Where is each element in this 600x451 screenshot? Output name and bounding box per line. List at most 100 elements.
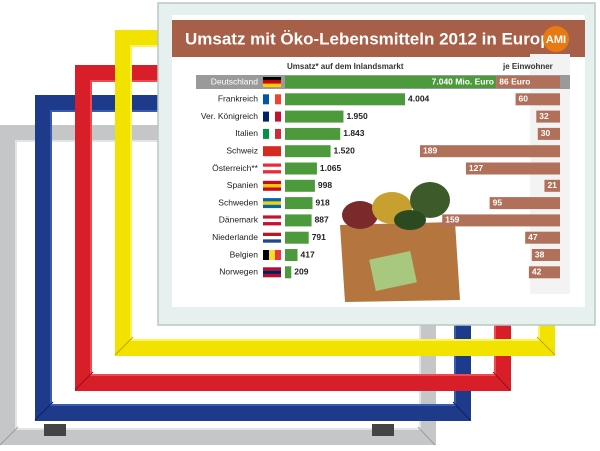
value-label: 918 (316, 197, 330, 207)
category-label: Spanien (227, 180, 258, 190)
bar (285, 93, 406, 106)
bar (489, 197, 560, 210)
bar (525, 231, 560, 244)
value-label: 791 (312, 232, 326, 242)
legend-entry: Umsatz* auf dem Inlandsmarkt (287, 62, 404, 71)
bar (465, 162, 560, 175)
badge: AMI (546, 34, 566, 46)
bar (531, 249, 560, 261)
category-label: Deutschland (211, 76, 259, 86)
flag (263, 184, 281, 188)
bar (285, 266, 292, 279)
category-label: Österreich** (212, 163, 259, 173)
bar (285, 162, 317, 175)
category-label: Frankreich (218, 94, 258, 104)
flag (263, 236, 281, 240)
flag (263, 273, 281, 278)
value-label: 998 (318, 180, 332, 190)
value-label: 86 Euro (499, 76, 530, 86)
value-label: 1.520 (334, 145, 356, 155)
bar (285, 145, 331, 158)
chart-title: Umsatz mit Öko-Lebensmitteln 2012 in Eur… (185, 29, 561, 48)
value-label: 1.950 (346, 111, 368, 121)
flag (275, 146, 281, 157)
flag (263, 198, 281, 202)
value-label: 4.004 (408, 94, 430, 104)
value-label: 30 (541, 128, 551, 138)
value-label: 417 (300, 249, 314, 259)
flag (269, 111, 275, 122)
bar (285, 179, 315, 192)
value-label: 32 (539, 111, 549, 121)
flag (263, 270, 281, 274)
value-label: 209 (294, 267, 308, 277)
category-label: Dänemark (219, 215, 259, 225)
flag (263, 222, 281, 226)
flag (263, 83, 281, 87)
flag (275, 94, 281, 105)
category-label: Norwegen (219, 267, 258, 277)
category-label: Niederlande (212, 232, 258, 242)
flag (263, 80, 281, 84)
flag (269, 250, 275, 260)
bar (537, 127, 560, 140)
flag (263, 163, 281, 167)
flag (263, 166, 281, 171)
flag (269, 146, 275, 157)
bar (515, 93, 560, 106)
flag (263, 146, 269, 157)
bar (285, 249, 298, 261)
value-label: 127 (469, 163, 483, 173)
category-label: Schweiz (226, 145, 258, 155)
flag (269, 94, 275, 105)
legend-entry: je Einwohner (502, 62, 553, 71)
flag (263, 250, 269, 260)
value-label: 95 (493, 197, 503, 207)
value-label: 21 (547, 180, 557, 190)
flag (263, 267, 281, 271)
flag (263, 94, 269, 105)
bar (420, 145, 560, 158)
value-label: 47 (528, 232, 538, 242)
value-label: 159 (445, 215, 459, 225)
bar (536, 110, 560, 123)
flag (269, 128, 275, 139)
flag (263, 201, 281, 205)
value-label: 7.040 Mio. Euro (432, 76, 494, 86)
flag (263, 187, 281, 191)
flag (263, 239, 281, 243)
category-label: Belgien (230, 249, 259, 259)
bar (496, 76, 560, 88)
flag (263, 170, 281, 174)
bar (442, 214, 560, 227)
flag (263, 218, 281, 223)
badge-circle (543, 26, 569, 52)
bar (285, 231, 309, 244)
flag (263, 180, 281, 185)
bar (285, 127, 341, 140)
category-label: Ver. Königreich (201, 111, 258, 121)
bar (544, 179, 560, 192)
bar (285, 197, 313, 210)
flag (263, 77, 281, 81)
value-label: 1.843 (343, 128, 365, 138)
category-label: Italien (235, 128, 258, 138)
illustration (340, 182, 460, 302)
flag (275, 111, 281, 122)
flag (275, 128, 281, 139)
category-label: Schweden (218, 197, 258, 207)
flag (275, 250, 281, 260)
flag (263, 204, 281, 209)
value-label: 42 (532, 267, 542, 277)
flag (263, 232, 281, 237)
value-label: 887 (315, 215, 329, 225)
flag (263, 215, 281, 219)
bar (285, 76, 496, 88)
bar (285, 110, 344, 123)
bar (285, 214, 312, 227)
flag (263, 111, 269, 122)
value-label: 38 (535, 249, 545, 259)
value-label: 189 (423, 145, 437, 155)
title-bar (172, 20, 585, 57)
